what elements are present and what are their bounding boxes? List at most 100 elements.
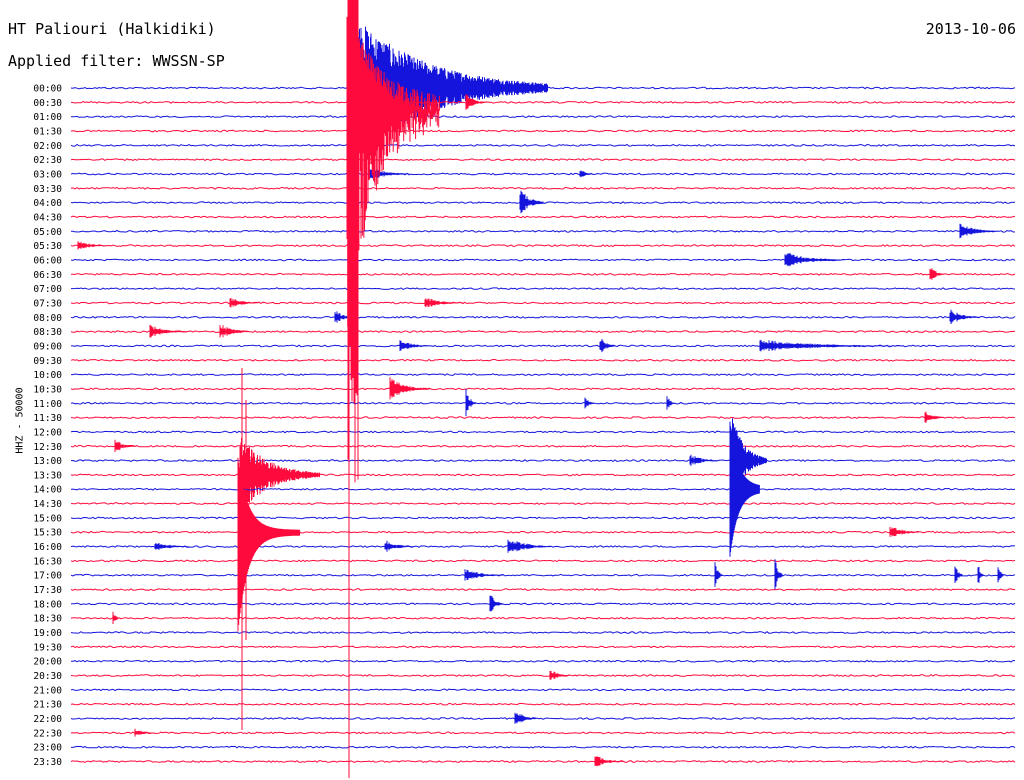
- row-tick-label: 17:30: [33, 585, 62, 596]
- seismic-event: [507, 539, 553, 553]
- row-tick-label: 22:00: [33, 714, 62, 725]
- date-label: 2013-10-06: [925, 20, 1016, 38]
- trace-line: [70, 760, 1016, 763]
- trace-line: [70, 158, 1016, 162]
- trace-line: [70, 573, 1016, 577]
- trace-line: [70, 358, 1016, 362]
- row-tick-label: 03:30: [33, 184, 62, 195]
- row-tick-label: 05:30: [33, 241, 62, 252]
- trace-line: [70, 702, 1016, 706]
- trace-line: [70, 674, 1016, 677]
- seismic-event: [489, 595, 504, 612]
- seismic-event: [389, 377, 430, 400]
- row-tick-label: 09:00: [33, 341, 62, 352]
- row-tick-label: 10:00: [33, 370, 62, 381]
- row-tick-label: 09:30: [33, 356, 62, 367]
- row-tick-label: 01:30: [33, 126, 62, 137]
- seismic-event: [549, 670, 570, 680]
- secondary-quake-burst: [237, 368, 301, 730]
- seismic-event: [465, 94, 486, 110]
- trace-line: [70, 244, 1016, 248]
- trace-line: [70, 143, 1016, 147]
- seismic-event: [134, 728, 155, 737]
- row-tick-label: 13:30: [33, 470, 62, 481]
- row-tick-label: 06:30: [33, 270, 62, 281]
- trace-line: [70, 688, 1016, 692]
- row-tick-label: 05:00: [33, 227, 62, 238]
- seismic-event: [977, 566, 984, 583]
- trace-line: [71, 115, 1016, 119]
- trace-line: [71, 272, 1016, 276]
- seismic-event: [112, 611, 121, 624]
- row-tick-label: 17:00: [33, 571, 62, 582]
- seismic-event: [154, 543, 190, 550]
- seismic-event: [584, 397, 595, 409]
- seismic-event: [229, 298, 260, 308]
- row-tick-label: 11:00: [33, 399, 62, 410]
- trace-line: [70, 731, 1016, 735]
- filter-label: Applied filter: WWSSN-SP: [8, 52, 225, 70]
- row-tick-label: 21:00: [33, 685, 62, 696]
- row-tick-label: 08:30: [33, 327, 62, 338]
- seismic-event: [77, 241, 108, 250]
- trace-line: [70, 401, 1016, 405]
- row-tick-label: 02:30: [33, 155, 62, 166]
- seismic-event: [514, 712, 537, 724]
- seismic-event: [464, 569, 505, 581]
- trace-line: [70, 301, 1016, 305]
- trace-line: [70, 387, 1016, 391]
- seismic-event: [949, 309, 980, 324]
- row-tick-label: 19:00: [33, 628, 62, 639]
- blue-quake-burst: [729, 421, 760, 557]
- row-tick-label: 20:00: [33, 657, 62, 668]
- trace-line: [70, 315, 1016, 319]
- trace-line: [70, 444, 1016, 448]
- row-tick-label: 01:00: [33, 112, 62, 123]
- trace-line: [70, 186, 1016, 190]
- row-tick-label: 04:00: [33, 198, 62, 209]
- trace-line: [71, 659, 1016, 663]
- row-tick-label: 16:30: [33, 556, 62, 567]
- trace-line: [71, 502, 1016, 505]
- row-tick-label: 23:30: [33, 757, 62, 768]
- row-tick-label: 07:00: [33, 284, 62, 295]
- seismic-event: [954, 566, 963, 583]
- seismic-event: [689, 454, 720, 466]
- seismic-event: [666, 396, 675, 410]
- trace-line: [70, 172, 1016, 176]
- row-tick-label: 15:30: [33, 528, 62, 539]
- main-quake-coda: [347, 0, 359, 778]
- station-title: HT Paliouri (Halkidiki): [8, 20, 216, 38]
- row-tick-label: 03:00: [33, 169, 62, 180]
- seismic-event: [929, 268, 944, 280]
- trace-line: [71, 287, 1016, 291]
- seismic-event: [219, 325, 250, 338]
- row-tick-label: 13:00: [33, 456, 62, 467]
- trace-line: [70, 559, 1016, 563]
- seismic-event: [424, 298, 465, 308]
- seismic-event: [594, 756, 625, 767]
- row-tick-label: 06:00: [33, 255, 62, 266]
- seismic-event: [759, 339, 900, 352]
- row-tick-label: 14:00: [33, 485, 62, 496]
- row-tick-label: 04:30: [33, 212, 62, 223]
- row-tick-label: 00:00: [33, 84, 62, 95]
- row-tick-label: 21:30: [33, 700, 62, 711]
- seismic-event: [784, 252, 845, 267]
- trace-line: [70, 631, 1016, 634]
- seismic-event: [149, 325, 190, 338]
- trace-line: [71, 229, 1016, 233]
- trace-line: [70, 745, 1016, 749]
- seismic-event: [465, 389, 476, 417]
- seismic-event: [114, 439, 135, 453]
- trace-line: [70, 215, 1016, 219]
- row-tick-label: 10:30: [33, 384, 62, 395]
- row-tick-label: 12:30: [33, 442, 62, 453]
- trace-line: [70, 430, 1016, 434]
- seismic-event: [399, 340, 430, 351]
- seismic-event: [384, 540, 415, 552]
- trace-line: [70, 487, 1016, 491]
- trace-line: [70, 645, 1016, 649]
- trace-line: [70, 516, 1016, 520]
